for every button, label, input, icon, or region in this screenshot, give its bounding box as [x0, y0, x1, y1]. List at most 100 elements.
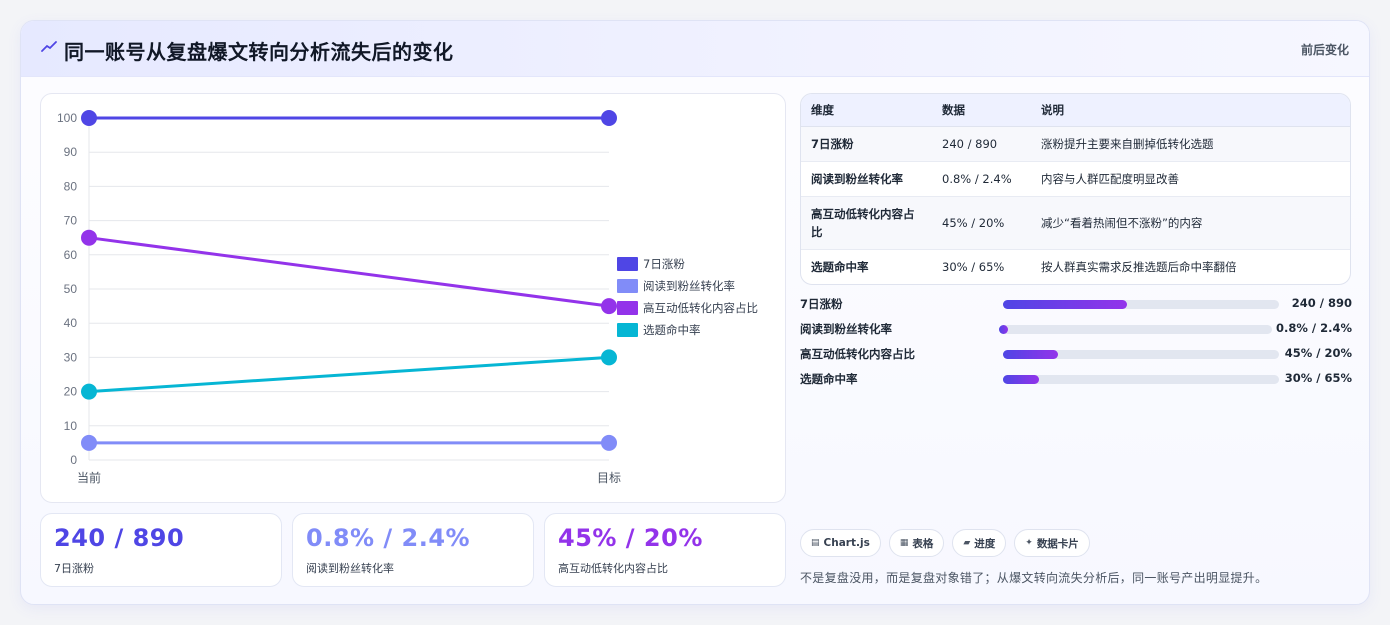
- table-row: 阅读到粉丝转化率 0.8% / 2.4% 内容与人群匹配度明显改善: [801, 161, 1350, 197]
- progress-row-hit-rate: 选题命中率 30% / 65%: [800, 369, 1352, 389]
- chip-progress[interactable]: ▰ 进度: [952, 529, 1007, 557]
- progress-row-low-conversion: 高互动低转化内容占比 45% / 20%: [800, 344, 1352, 364]
- progress-track: [1003, 350, 1279, 359]
- series-line: [88, 236, 610, 308]
- kpi-value: 0.8% / 2.4%: [306, 524, 471, 552]
- trend-icon: [41, 41, 57, 52]
- progress-label: 选题命中率: [800, 372, 858, 386]
- kpi-label: 高互动低转化内容占比: [558, 562, 668, 575]
- table-header-row: 维度 数据 说明: [801, 94, 1350, 127]
- progress-value: 0.8% / 2.4%: [1276, 321, 1352, 335]
- data-point: [81, 229, 97, 246]
- column-header: 维度: [801, 94, 932, 127]
- chip-label: Chart.js: [823, 537, 870, 549]
- kpi-card-low-conversion: 45% / 20% 高互动低转化内容占比: [544, 513, 786, 587]
- progress-fill: [1003, 300, 1128, 309]
- progress-track: [1003, 375, 1279, 384]
- progress-value: 30% / 65%: [1284, 371, 1352, 385]
- cell-dimension: 选题命中率: [811, 259, 869, 274]
- y-tick-label: 70: [64, 214, 78, 228]
- chip-label: 进度: [974, 537, 996, 550]
- line-chart: 0 10 20 30 40 50 60 70 80 90 100 当前 目标 7日涨粉阅读到粉丝转化率高互…: [57, 110, 758, 485]
- y-tick-label: 10: [64, 419, 78, 433]
- data-point: [81, 110, 97, 126]
- y-tick-label: 60: [64, 248, 78, 262]
- chip-data-card[interactable]: ✦ 数据卡片: [1014, 529, 1090, 557]
- cell-description: 按人群真实需求反推选题后命中率翻倍: [1041, 259, 1237, 274]
- chip-chartjs[interactable]: ▤ Chart.js: [800, 529, 881, 557]
- x-tick-label: 当前: [77, 470, 101, 485]
- progress-label: 7日涨粉: [800, 297, 843, 311]
- cell-data: 45% / 20%: [932, 196, 1031, 250]
- cell-dimension: 7日涨粉: [801, 126, 932, 162]
- progress-track: [999, 325, 1272, 334]
- legend-label: 选题命中率: [643, 323, 701, 337]
- metrics-table: 维度 数据 说明 7日涨粉 240 / 890 涨粉提升主要来自删掉低转化选题 …: [801, 94, 1350, 284]
- data-point: [601, 298, 617, 315]
- table-row: 7日涨粉 240 / 890 涨粉提升主要来自删掉低转化选题: [801, 126, 1350, 162]
- legend-label: 高互动低转化内容占比: [643, 301, 758, 315]
- progress-label: 阅读到粉丝转化率: [800, 322, 892, 336]
- progress-value: 45% / 20%: [1284, 346, 1352, 360]
- data-point: [81, 383, 97, 400]
- kpi-label: 阅读到粉丝转化率: [306, 562, 394, 575]
- progress-row-followers: 7日涨粉 240 / 890: [800, 294, 1352, 314]
- page-title: 同一账号从复盘爆文转向分析流失后的变化: [64, 40, 454, 64]
- progress-track: [1003, 300, 1279, 309]
- cell-data: 0.8% / 2.4%: [932, 161, 1031, 197]
- card-header: 同一账号从复盘爆文转向分析流失后的变化 前后变化: [21, 21, 1369, 77]
- chip-label: 数据卡片: [1036, 537, 1079, 550]
- legend-swatch: [617, 301, 638, 315]
- cell-data: 30% / 65%: [942, 259, 1005, 274]
- series-line: [88, 355, 610, 394]
- dashboard-card: 同一账号从复盘爆文转向分析流失后的变化 前后变化 0 10 20 30 40 50 60 70…: [20, 20, 1370, 605]
- progress-fill: [1003, 375, 1039, 384]
- x-tick-label: 目标: [597, 471, 621, 485]
- legend-swatch: [617, 257, 638, 271]
- y-tick-label: 30: [64, 350, 78, 364]
- cell-dimension: 阅读到粉丝转化率: [801, 161, 932, 197]
- y-tick-label: 0: [70, 453, 77, 467]
- feature-chips: ▤ Chart.js ▦ 表格 ▰ 进度 ✦ 数据卡片: [800, 529, 1090, 557]
- column-header: 说明: [1031, 94, 1350, 127]
- y-tick-label: 50: [64, 282, 78, 296]
- kpi-card-followers: 240 / 890 7日涨粉: [40, 513, 282, 587]
- progress-fill: [999, 325, 1008, 334]
- cell-description: 减少“看着热闹但不涨粉”的内容: [1031, 196, 1350, 250]
- legend-swatch: [617, 323, 638, 337]
- metrics-table-panel: 维度 数据 说明 7日涨粉 240 / 890 涨粉提升主要来自删掉低转化选题 …: [800, 93, 1351, 285]
- table-icon: ▦: [899, 538, 909, 548]
- kpi-value: 45% / 20%: [558, 524, 703, 552]
- progress-row-conversion: 阅读到粉丝转化率 0.8% / 2.4%: [800, 319, 1352, 339]
- legend-swatch: [617, 279, 638, 293]
- chart-icon: ▤: [811, 538, 820, 548]
- cell-description: 内容与人群匹配度明显改善: [1031, 161, 1350, 197]
- progress-value: 240 / 890: [1291, 296, 1352, 310]
- y-tick-label: 90: [64, 145, 78, 159]
- column-header: 数据: [932, 94, 1031, 127]
- progress-fill: [1003, 350, 1059, 359]
- progress-icon: ▰: [963, 538, 971, 548]
- data-point: [601, 349, 617, 366]
- legend-label: 阅读到粉丝转化率: [643, 279, 735, 293]
- table-row: 选题命中率 30% / 65% 按人群真实需求反推选题后命中率翻倍: [801, 249, 1350, 284]
- table-row: 高互动低转化内容占比 45% / 20% 减少“看着热闹但不涨粉”的内容: [801, 196, 1350, 250]
- y-tick-label: 100: [57, 111, 77, 125]
- y-tick-label: 40: [64, 316, 78, 330]
- cell-data: 240 / 890: [932, 126, 1031, 162]
- progress-label: 高互动低转化内容占比: [800, 347, 915, 361]
- footnote: 不是复盘没用，而是复盘对象错了；从爆文转向流失分析后，同一账号产出明显提升。: [800, 571, 1268, 585]
- chip-table[interactable]: ▦ 表格: [888, 529, 945, 557]
- header-subtitle: 前后变化: [1300, 43, 1349, 57]
- data-point: [601, 434, 617, 451]
- kpi-value: 240 / 890: [54, 524, 185, 552]
- cell-description: 涨粉提升主要来自删掉低转化选题: [1031, 126, 1350, 162]
- data-point: [81, 434, 97, 451]
- y-tick-label: 80: [64, 179, 78, 193]
- legend-label: 7日涨粉: [643, 257, 685, 271]
- kpi-label: 7日涨粉: [54, 562, 94, 575]
- kpi-card-conversion: 0.8% / 2.4% 阅读到粉丝转化率: [292, 513, 534, 587]
- y-tick-label: 20: [64, 385, 78, 399]
- line-chart-panel: 0 10 20 30 40 50 60 70 80 90 100 当前 目标 7日涨粉阅读到粉丝转化率高互…: [40, 93, 786, 503]
- sparkle-icon: ✦: [1025, 538, 1033, 548]
